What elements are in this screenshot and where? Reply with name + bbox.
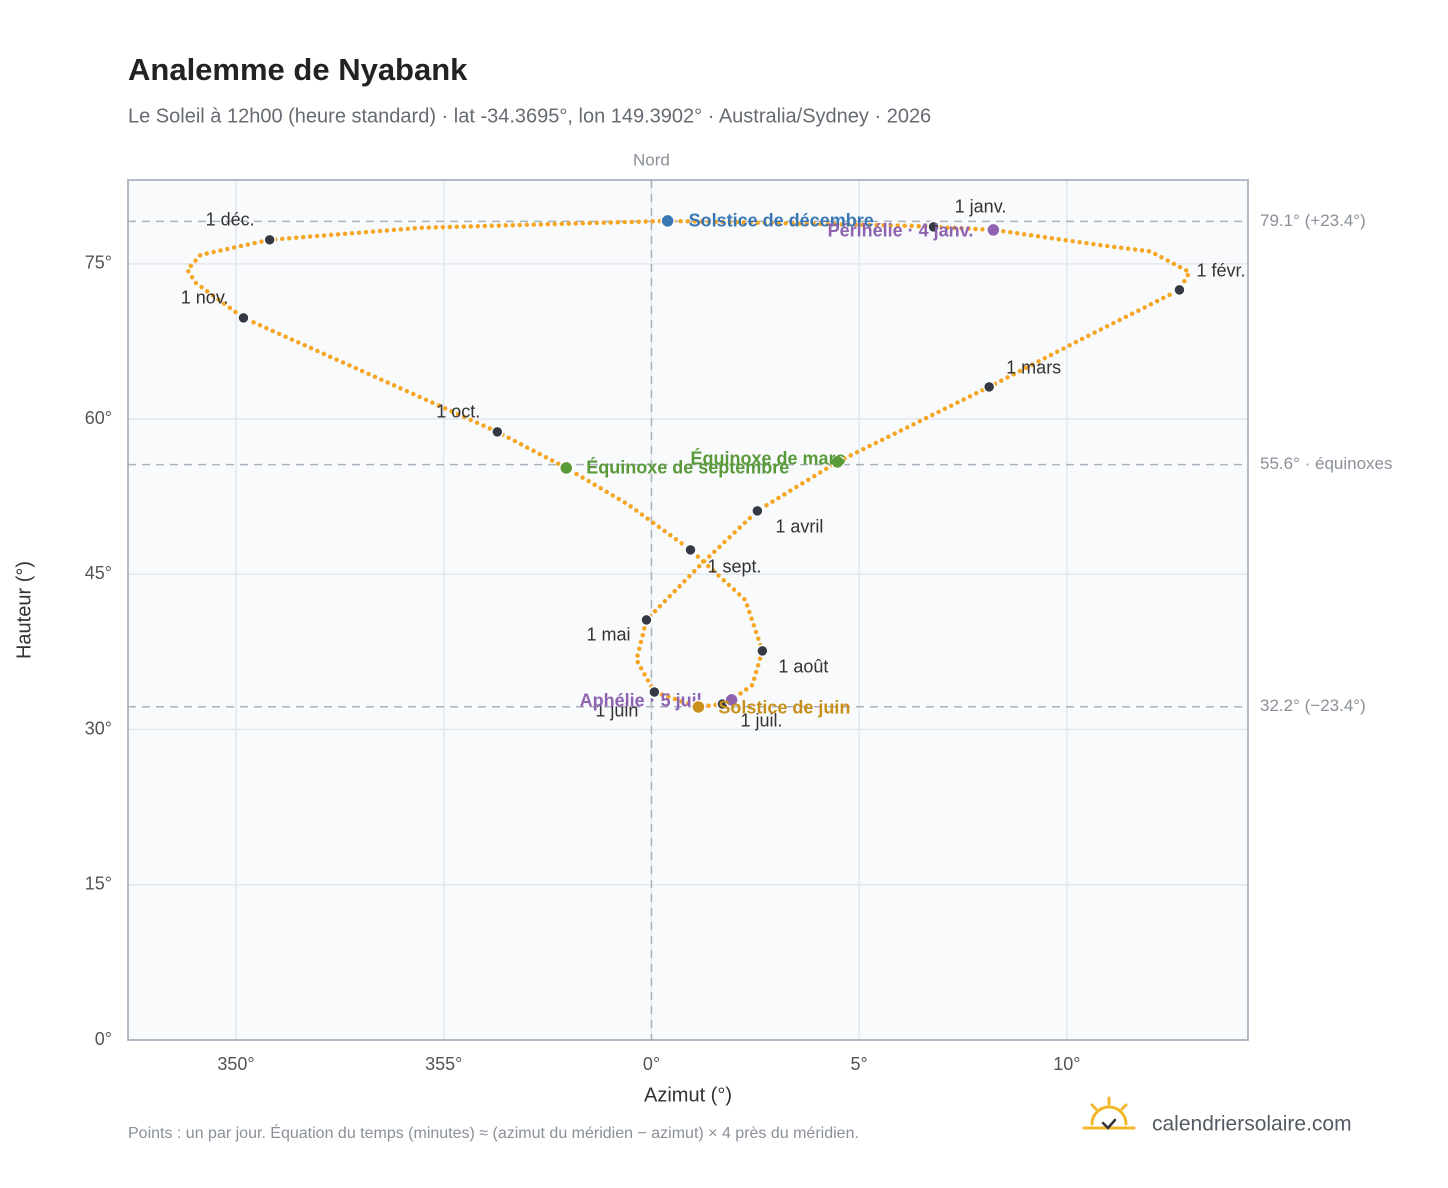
x-tick-label: 0° xyxy=(643,1054,660,1074)
month-marker xyxy=(263,233,276,247)
x-tick-label: 5° xyxy=(851,1054,868,1074)
month-marker xyxy=(927,220,940,234)
month-label: 1 déc. xyxy=(206,210,255,230)
event-label: Équinoxe de mars xyxy=(690,448,845,469)
event-marker xyxy=(691,699,706,715)
x-axis-label: Azimut (°) xyxy=(644,1084,732,1106)
month-label: 1 juil. xyxy=(740,711,782,731)
month-label: 1 janv. xyxy=(955,197,1007,217)
plot-area xyxy=(128,180,1248,1040)
month-marker xyxy=(684,543,697,557)
event-label: Périhélie · 4 janv. xyxy=(828,221,974,241)
month-label: 1 mai xyxy=(586,625,630,645)
reference-label: 79.1° (+23.4°) xyxy=(1260,211,1366,230)
month-marker xyxy=(237,311,250,325)
month-label: 1 févr. xyxy=(1196,261,1245,281)
month-label: 1 juin xyxy=(595,701,638,721)
brand-logo xyxy=(1082,1096,1136,1130)
plot-border xyxy=(127,179,1249,1041)
event-label: Solstice de décembre xyxy=(689,211,874,231)
month-marker xyxy=(491,425,504,439)
event-marker xyxy=(830,454,845,470)
y-axis-label: Hauteur (°) xyxy=(13,561,35,659)
x-tick-label: 10° xyxy=(1053,1054,1080,1074)
event-marker xyxy=(559,460,574,476)
y-tick-label: 30° xyxy=(85,718,112,738)
event-label: Équinoxe de septembre xyxy=(586,457,789,478)
analemma-path xyxy=(185,218,1192,710)
brand: calendriersolaire.com xyxy=(1152,1113,1352,1136)
month-marker xyxy=(648,685,661,699)
y-tick-label: 75° xyxy=(85,253,112,273)
month-label: 1 avril xyxy=(775,517,823,537)
month-marker xyxy=(751,504,764,518)
event-label: Solstice de juin xyxy=(718,698,850,718)
chart-title: Analemme de Nyabank xyxy=(128,52,468,87)
event-marker xyxy=(986,222,1001,238)
event-marker xyxy=(724,692,739,708)
month-label: 1 nov. xyxy=(181,288,229,308)
y-tick-label: 15° xyxy=(85,874,112,894)
meridian-label: Nord xyxy=(633,150,670,169)
month-label: 1 sept. xyxy=(707,557,761,577)
y-tick-label: 45° xyxy=(85,563,112,583)
month-label: 1 oct. xyxy=(436,402,480,422)
x-tick-label: 355° xyxy=(425,1054,462,1074)
month-marker xyxy=(640,613,653,627)
event-marker xyxy=(660,213,675,229)
y-tick-label: 0° xyxy=(95,1029,112,1049)
month-marker xyxy=(756,644,769,658)
footnote: Points : un par jour. Équation du temps … xyxy=(128,1123,859,1142)
month-marker xyxy=(982,380,996,394)
reference-label: 55.6° · équinoxes xyxy=(1260,454,1393,473)
chart-subtitle: Le Soleil à 12h00 (heure standard) · lat… xyxy=(128,105,931,127)
event-label: Aphélie · 5 juil. xyxy=(580,691,707,711)
month-label: 1 août xyxy=(778,657,828,677)
month-label: 1 mars xyxy=(1006,358,1061,378)
y-tick-label: 60° xyxy=(85,408,112,428)
x-tick-label: 350° xyxy=(217,1054,254,1074)
reference-label: 32.2° (−23.4°) xyxy=(1260,696,1366,715)
month-marker xyxy=(1173,283,1186,297)
